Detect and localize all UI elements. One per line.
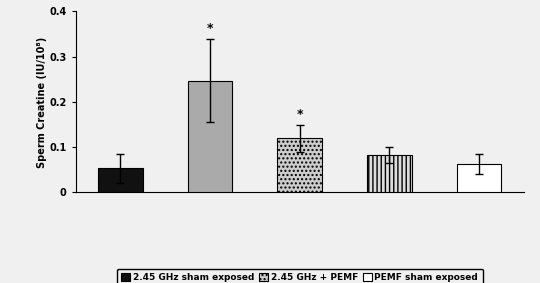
Bar [98, 168, 143, 192]
Text: *: * [207, 22, 213, 35]
Bar [278, 138, 322, 192]
Text: *: * [296, 108, 303, 121]
Legend: 2.45 GHz sham exposed, 2.45 GHz exposed, 2.45 GHz + PEMF, PEMF exposed, PEMF sha: 2.45 GHz sham exposed, 2.45 GHz exposed,… [117, 269, 483, 283]
Bar [367, 155, 411, 192]
Bar [457, 164, 501, 192]
Bar [188, 81, 232, 192]
Y-axis label: Sperm Creatine (IU/10⁸): Sperm Creatine (IU/10⁸) [37, 36, 46, 168]
